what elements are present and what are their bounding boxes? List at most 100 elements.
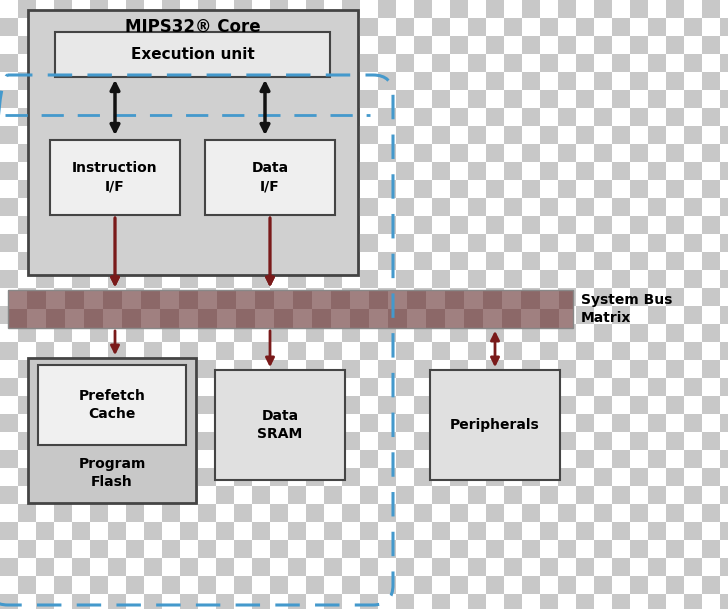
Bar	[270, 36, 288, 54]
Bar	[630, 522, 648, 540]
Bar	[90, 558, 108, 576]
Bar	[0, 144, 18, 162]
Bar	[18, 90, 36, 108]
Bar	[270, 54, 288, 72]
Bar	[648, 450, 666, 468]
Bar	[72, 522, 90, 540]
Bar	[468, 198, 486, 216]
Bar	[378, 486, 396, 504]
Bar	[126, 414, 144, 432]
Bar	[252, 414, 270, 432]
Bar	[72, 0, 90, 18]
Bar	[378, 54, 396, 72]
Bar	[396, 162, 414, 180]
Bar	[108, 198, 126, 216]
Bar	[160, 309, 179, 328]
Bar	[378, 144, 396, 162]
Bar	[558, 36, 576, 54]
Bar	[486, 288, 504, 306]
Bar	[504, 144, 522, 162]
Bar	[432, 558, 450, 576]
Bar	[648, 252, 666, 270]
Bar	[576, 522, 594, 540]
Bar	[198, 288, 216, 306]
Bar	[378, 288, 396, 306]
Bar	[630, 540, 648, 558]
Bar	[252, 72, 270, 90]
Bar	[648, 378, 666, 396]
Bar	[234, 396, 252, 414]
Bar	[378, 90, 396, 108]
Bar	[342, 324, 360, 342]
Bar	[306, 108, 324, 126]
Bar	[216, 90, 234, 108]
Bar	[54, 468, 72, 486]
Bar	[144, 0, 162, 18]
Bar	[205, 140, 335, 215]
Bar	[126, 396, 144, 414]
Bar	[666, 342, 684, 360]
Bar	[414, 522, 432, 540]
Bar	[521, 309, 540, 328]
Bar	[504, 306, 522, 324]
Bar	[0, 72, 18, 90]
Bar	[108, 450, 126, 468]
Bar	[450, 432, 468, 450]
Bar	[522, 486, 540, 504]
Bar	[540, 180, 558, 198]
Bar	[468, 576, 486, 594]
Bar	[483, 309, 502, 328]
Bar	[198, 594, 216, 609]
Bar	[72, 72, 90, 90]
Bar	[504, 558, 522, 576]
Bar	[180, 522, 198, 540]
Bar	[486, 234, 504, 252]
Bar	[576, 558, 594, 576]
Bar	[252, 306, 270, 324]
Bar	[666, 576, 684, 594]
Bar	[684, 162, 702, 180]
Bar	[630, 486, 648, 504]
Bar	[141, 290, 160, 309]
Bar	[252, 144, 270, 162]
Bar	[252, 540, 270, 558]
Bar	[396, 522, 414, 540]
Bar	[414, 324, 432, 342]
Bar	[126, 378, 144, 396]
Bar	[324, 18, 342, 36]
Bar	[162, 162, 180, 180]
Bar	[306, 396, 324, 414]
Bar	[630, 306, 648, 324]
Bar	[630, 54, 648, 72]
Bar	[234, 54, 252, 72]
Bar	[558, 576, 576, 594]
Bar	[648, 432, 666, 450]
Bar	[179, 309, 198, 328]
Bar	[720, 594, 728, 609]
Bar	[502, 290, 521, 309]
Bar	[126, 324, 144, 342]
Bar	[468, 288, 486, 306]
Bar	[198, 126, 216, 144]
Bar	[486, 144, 504, 162]
Bar	[576, 234, 594, 252]
Bar	[360, 288, 378, 306]
Bar	[234, 594, 252, 609]
Bar	[504, 198, 522, 216]
Bar	[612, 504, 630, 522]
Bar	[180, 342, 198, 360]
Bar	[54, 576, 72, 594]
Bar	[144, 378, 162, 396]
Bar	[0, 486, 18, 504]
Bar	[540, 360, 558, 378]
Bar	[396, 180, 414, 198]
Bar	[522, 180, 540, 198]
Bar	[122, 290, 141, 309]
Bar	[720, 414, 728, 432]
Bar	[270, 522, 288, 540]
Bar	[28, 358, 196, 503]
Bar	[162, 0, 180, 18]
Bar	[594, 180, 612, 198]
Bar	[126, 0, 144, 18]
Bar	[216, 360, 234, 378]
